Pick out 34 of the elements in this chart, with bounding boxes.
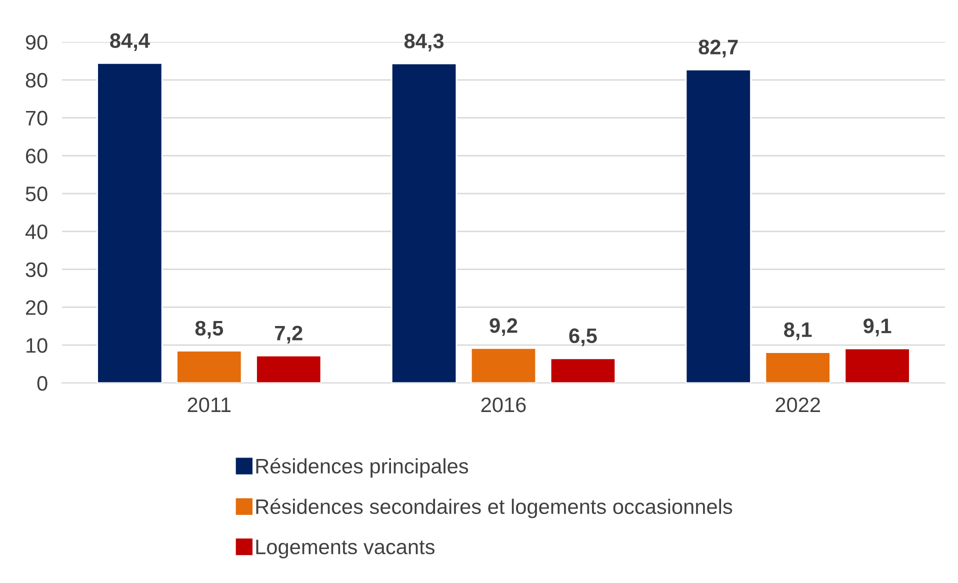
data-label: 9,1 [864, 318, 892, 336]
data-label: 84,3 [404, 34, 444, 52]
data-label: 6,5 [569, 328, 597, 346]
bar [764, 352, 831, 383]
y-tick-label: 0 [37, 376, 48, 391]
bar [96, 62, 163, 383]
x-tick-label: 2016 [481, 397, 526, 412]
bar [844, 348, 910, 383]
data-label: 7,2 [275, 326, 302, 344]
y-tick-label: 60 [26, 148, 48, 164]
y-tick-label: 70 [26, 110, 48, 126]
x-tick-label: 2011 [188, 397, 231, 412]
legend-label: Résidences principales [256, 458, 468, 478]
bar [550, 358, 616, 383]
bar [390, 62, 458, 383]
y-tick-label: 80 [26, 72, 48, 88]
y-tick-label: 50 [26, 186, 48, 202]
bar [176, 350, 242, 383]
y-tick-label: 40 [25, 224, 48, 240]
bar [685, 68, 752, 383]
bar [256, 355, 322, 383]
bar [470, 347, 537, 383]
y-tick-label: 30 [26, 262, 48, 278]
y-tick-label: 90 [26, 35, 48, 50]
data-label: 82,7 [698, 40, 738, 58]
x-tick-label: 2022 [776, 397, 820, 412]
data-label: 84,4 [110, 33, 150, 52]
data-label: 8,1 [784, 322, 812, 340]
y-tick-label: 20 [26, 300, 48, 315]
legend-label: Résidences secondaires et logements occasionnels [256, 498, 732, 518]
data-label: 8,5 [195, 320, 224, 339]
y-tick-label: 10 [26, 338, 48, 353]
legend-label: Logements vacants [256, 540, 434, 558]
data-label: 9,2 [490, 318, 518, 336]
